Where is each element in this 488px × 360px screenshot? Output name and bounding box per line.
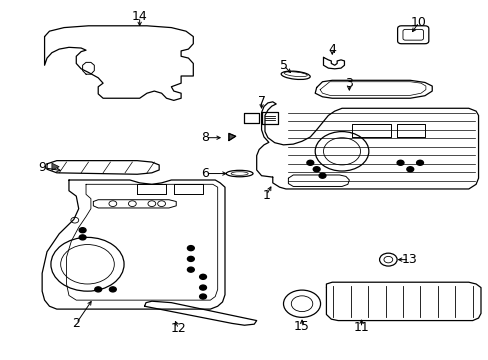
Text: 2: 2: [72, 317, 80, 330]
Circle shape: [79, 235, 86, 240]
Text: 12: 12: [170, 322, 186, 335]
Text: 15: 15: [293, 320, 309, 333]
Polygon shape: [52, 163, 59, 170]
Polygon shape: [228, 134, 235, 140]
Circle shape: [187, 246, 194, 251]
Text: 4: 4: [327, 42, 336, 55]
Circle shape: [199, 294, 206, 299]
Text: 6: 6: [201, 167, 209, 180]
Text: 5: 5: [279, 59, 287, 72]
Text: 7: 7: [257, 95, 265, 108]
Circle shape: [319, 173, 325, 178]
Circle shape: [416, 160, 423, 165]
Text: 11: 11: [353, 321, 368, 334]
Circle shape: [313, 167, 320, 172]
Text: 1: 1: [262, 189, 270, 202]
Text: 14: 14: [132, 10, 147, 23]
Text: 3: 3: [345, 77, 352, 90]
Circle shape: [79, 228, 86, 233]
Circle shape: [95, 287, 102, 292]
Circle shape: [109, 287, 116, 292]
Text: 13: 13: [401, 253, 416, 266]
Circle shape: [199, 285, 206, 290]
Text: 9: 9: [38, 161, 46, 174]
Circle shape: [187, 267, 194, 272]
Circle shape: [406, 167, 413, 172]
Circle shape: [199, 274, 206, 279]
Circle shape: [187, 256, 194, 261]
Circle shape: [306, 160, 313, 165]
Circle shape: [396, 160, 403, 165]
Text: 10: 10: [410, 16, 426, 29]
Text: 8: 8: [201, 131, 209, 144]
